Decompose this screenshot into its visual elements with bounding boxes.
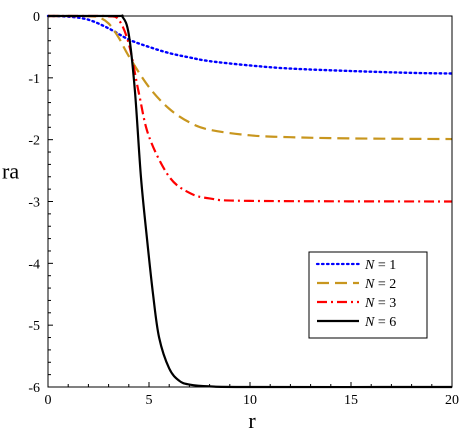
x-tick-label: 0 bbox=[45, 393, 52, 408]
legend-label-n1: N = 1 bbox=[364, 258, 396, 273]
legend: N = 1 N = 2 N = 3 N = 6 bbox=[308, 251, 428, 339]
series-line-n2 bbox=[47, 14, 453, 141]
x-tick-label: 10 bbox=[243, 393, 257, 408]
legend-label-n6: N = 6 bbox=[364, 315, 396, 330]
axes: 0 5 10 15 20 0 -1 -2 -3 -4 -5 -6 r ra bbox=[2, 10, 459, 433]
legend-label-n3: N = 3 bbox=[364, 296, 396, 311]
series-line-n1 bbox=[46, 14, 454, 75]
y-tick-label: -6 bbox=[28, 381, 40, 396]
y-tick-label: -2 bbox=[28, 134, 40, 149]
legend-label-n2: N = 2 bbox=[364, 277, 396, 292]
x-tick-label: 15 bbox=[344, 393, 358, 408]
x-tick-label: 5 bbox=[146, 393, 153, 408]
legend-box bbox=[308, 251, 428, 339]
y-tick-label: -5 bbox=[28, 319, 40, 334]
y-axis-label: ra bbox=[2, 159, 19, 184]
y-tick-label: -1 bbox=[28, 72, 40, 87]
x-axis-label: r bbox=[248, 408, 256, 433]
y-tick-label: -4 bbox=[28, 257, 40, 272]
x-tick-label: 20 bbox=[445, 393, 459, 408]
y-tick-label: 0 bbox=[33, 10, 40, 25]
y-tick-label: -3 bbox=[28, 196, 40, 211]
series-line-n3 bbox=[47, 14, 453, 203]
